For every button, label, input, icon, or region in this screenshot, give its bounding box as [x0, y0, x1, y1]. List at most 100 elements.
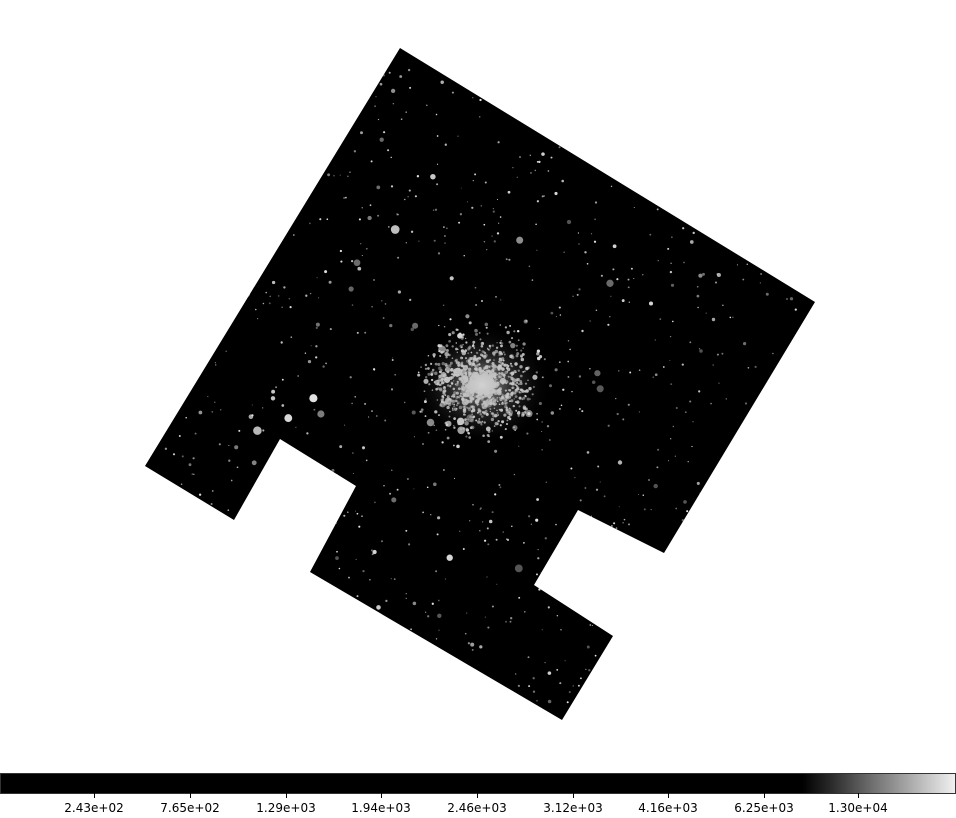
- star: [156, 664, 159, 667]
- star: [705, 680, 707, 682]
- star: [162, 503, 165, 506]
- star: [174, 188, 176, 191]
- star: [492, 208, 494, 210]
- star: [561, 179, 565, 183]
- star: [671, 236, 673, 238]
- star: [281, 404, 285, 407]
- star: [811, 713, 814, 715]
- star: [142, 466, 144, 468]
- star: [189, 629, 192, 632]
- star: [545, 115, 548, 118]
- star: [654, 373, 658, 377]
- star: [553, 53, 556, 56]
- star: [549, 49, 552, 52]
- star: [607, 323, 610, 326]
- star: [527, 515, 531, 518]
- star: [619, 88, 622, 91]
- star: [486, 527, 489, 530]
- star: [169, 656, 172, 658]
- star: [274, 518, 277, 521]
- star: [563, 251, 565, 253]
- star: [265, 291, 268, 294]
- star: [194, 432, 197, 435]
- star: [759, 615, 764, 620]
- star: [406, 49, 410, 53]
- star: [523, 319, 528, 324]
- mosaic-image: [142, 48, 815, 720]
- star: [353, 259, 361, 267]
- star: [350, 677, 355, 682]
- star: [547, 88, 550, 91]
- star: [789, 530, 791, 533]
- star: [436, 163, 439, 165]
- star: [772, 481, 774, 483]
- star: [152, 446, 155, 449]
- star: [648, 479, 650, 481]
- star: [145, 263, 148, 265]
- star: [691, 586, 693, 588]
- star: [372, 549, 377, 555]
- star: [343, 197, 345, 199]
- star: [567, 340, 570, 342]
- star: [180, 483, 183, 486]
- star: [384, 303, 387, 305]
- star: [541, 431, 543, 433]
- star: [803, 679, 806, 682]
- star: [571, 594, 574, 597]
- star: [702, 272, 705, 276]
- star: [535, 223, 537, 226]
- star: [382, 74, 386, 77]
- star: [691, 715, 694, 718]
- star: [613, 522, 616, 525]
- star: [772, 96, 775, 99]
- star: [659, 318, 662, 320]
- star: [757, 670, 760, 673]
- star: [190, 230, 192, 233]
- star: [577, 232, 579, 234]
- star: [789, 203, 793, 206]
- star: [547, 699, 552, 704]
- star: [547, 170, 550, 172]
- star: [231, 119, 235, 122]
- star: [662, 152, 666, 156]
- star: [746, 263, 749, 266]
- star: [808, 381, 810, 383]
- star: [162, 698, 165, 701]
- star: [508, 703, 511, 706]
- star: [798, 696, 802, 699]
- star: [794, 308, 797, 311]
- star: [319, 218, 322, 221]
- star: [186, 337, 190, 340]
- star: [240, 631, 243, 633]
- star: [800, 357, 804, 362]
- star: [642, 494, 645, 496]
- star: [553, 73, 558, 78]
- star: [409, 86, 412, 89]
- star: [479, 507, 482, 510]
- star: [410, 230, 414, 233]
- star: [333, 175, 335, 177]
- star: [774, 580, 778, 584]
- star: [654, 339, 656, 341]
- star: [505, 538, 508, 541]
- star: [516, 329, 520, 333]
- star: [322, 628, 325, 631]
- star: [339, 174, 341, 176]
- star: [778, 453, 781, 456]
- star: [798, 695, 800, 697]
- star: [683, 500, 687, 504]
- star: [653, 635, 656, 638]
- star: [354, 99, 357, 102]
- star: [145, 600, 152, 607]
- star: [538, 588, 541, 591]
- star: [797, 147, 801, 151]
- star: [781, 95, 783, 97]
- star: [662, 366, 665, 368]
- star: [175, 573, 178, 575]
- star: [354, 396, 356, 398]
- star: [288, 547, 290, 550]
- star: [806, 211, 809, 214]
- star: [536, 161, 539, 163]
- star: [765, 463, 767, 465]
- star: [742, 278, 745, 281]
